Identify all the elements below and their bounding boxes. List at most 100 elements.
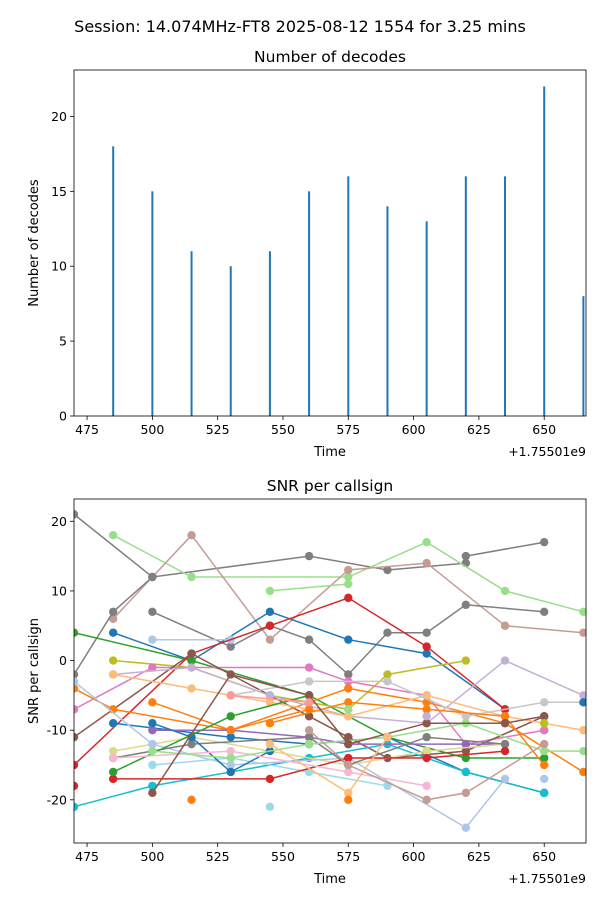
data-point — [108, 746, 118, 756]
data-point — [344, 698, 353, 707]
series-38 — [344, 795, 353, 805]
data-point — [344, 767, 353, 777]
data-point — [74, 684, 79, 693]
series-34 — [265, 732, 392, 798]
data-point — [148, 788, 157, 798]
data-point — [344, 565, 353, 575]
data-point — [226, 760, 235, 770]
data-point — [540, 698, 549, 707]
data-point — [265, 698, 275, 707]
bar — [151, 191, 154, 416]
bar — [425, 221, 428, 416]
data-point — [226, 712, 235, 721]
bar — [543, 86, 546, 416]
series-line — [113, 750, 427, 787]
x-tick-label: 625 — [467, 422, 491, 437]
data-point — [461, 767, 471, 777]
chart-title: SNR per callsign — [267, 477, 393, 495]
series-line — [269, 583, 349, 592]
data-point — [422, 753, 431, 763]
data-point — [540, 753, 549, 763]
y-axis-label: SNR per callsign — [27, 618, 42, 724]
data-point — [304, 732, 314, 742]
y-tick-label: 20 — [51, 109, 67, 124]
data-point — [148, 746, 157, 756]
series-35 — [226, 691, 314, 707]
series-line — [152, 729, 505, 745]
data-point — [226, 725, 235, 735]
data-point — [187, 531, 196, 540]
data-point — [500, 621, 510, 630]
y-tick-label: -20 — [47, 792, 67, 807]
data-point — [461, 788, 471, 798]
axes-frame — [73, 498, 587, 844]
data-point — [304, 739, 314, 749]
data-point — [148, 572, 157, 582]
data-point — [461, 656, 471, 665]
data-point — [344, 635, 353, 644]
data-point — [226, 732, 235, 742]
data-point — [108, 531, 118, 540]
data-point — [108, 719, 118, 728]
data-point — [148, 760, 157, 770]
data-point — [540, 725, 549, 735]
data-point — [108, 767, 118, 777]
bar — [229, 266, 232, 416]
x-tick-label: 500 — [140, 422, 164, 437]
series-40 — [540, 725, 549, 735]
data-point — [148, 698, 157, 707]
data-point — [461, 739, 471, 749]
bar — [386, 206, 389, 416]
x-tick-label: 575 — [336, 422, 360, 437]
figure-title: Session: 14.074MHz-FT8 2025-08-12 1554 f… — [74, 17, 526, 36]
x-tick-label: 600 — [402, 849, 426, 864]
data-point — [74, 732, 79, 742]
data-point — [422, 649, 431, 658]
data-point — [108, 614, 118, 623]
series-line — [74, 597, 506, 766]
series-45 — [344, 705, 353, 714]
data-point — [422, 781, 431, 791]
y-tick-label: 5 — [59, 334, 67, 349]
bar — [190, 251, 193, 416]
data-point — [422, 712, 431, 721]
series-43 — [579, 698, 586, 707]
data-point — [540, 746, 549, 756]
data-point — [422, 719, 431, 728]
data-point — [74, 670, 79, 679]
data-point — [148, 719, 157, 728]
data-point — [422, 558, 431, 568]
series-31 — [265, 698, 549, 770]
x-offset-label: +1.75501e9 — [508, 871, 586, 886]
data-point — [265, 621, 275, 630]
data-point — [579, 691, 586, 700]
series-line — [113, 736, 506, 766]
series-0 — [74, 510, 471, 582]
data-point — [226, 753, 235, 763]
data-point — [579, 725, 586, 735]
series-line — [112, 534, 584, 613]
series-33 — [304, 725, 549, 805]
data-point — [461, 746, 471, 756]
data-point — [187, 649, 196, 658]
data-point — [187, 795, 196, 805]
data-point — [344, 705, 353, 714]
data-point — [226, 767, 235, 777]
series-39 — [422, 781, 431, 791]
series-line — [152, 722, 271, 773]
data-point — [461, 823, 471, 832]
data-point — [500, 739, 510, 749]
series-24 — [108, 746, 510, 784]
data-point — [187, 684, 196, 693]
chart-title: Number of decodes — [254, 48, 406, 66]
data-point — [265, 586, 275, 596]
series-line — [152, 757, 388, 787]
series-line — [465, 541, 545, 557]
data-point — [304, 691, 314, 700]
data-point — [500, 774, 510, 784]
data-point — [148, 725, 157, 735]
data-point — [304, 725, 314, 735]
x-tick-label: 650 — [532, 422, 556, 437]
data-point — [265, 802, 275, 811]
data-point — [344, 739, 353, 749]
